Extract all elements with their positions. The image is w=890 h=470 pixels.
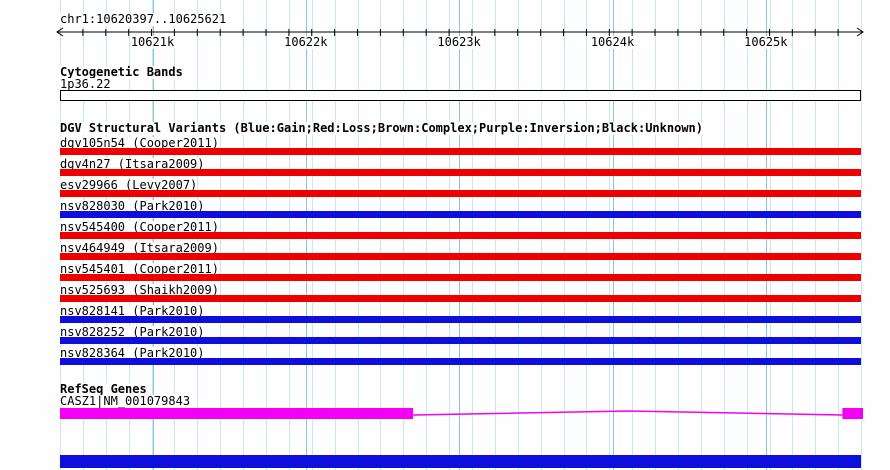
ruler-tick-label: 10625k	[743, 35, 789, 49]
variant-bar-gain[interactable]	[60, 358, 861, 365]
variant-bar-gain[interactable]	[60, 316, 861, 323]
variant-track-label: nsv828364 (Park2010)	[60, 346, 205, 360]
cytoband-rect[interactable]	[60, 90, 861, 101]
cytobands-section-title: Cytogenetic Bands	[60, 65, 183, 79]
variant-track-label: nsv828030 (Park2010)	[60, 199, 205, 213]
variant-track-label: nsv464949 (Itsara2009)	[60, 241, 219, 255]
ruler-tick-label: 10623k	[436, 35, 482, 49]
variant-track-label: nsv545401 (Cooper2011)	[60, 262, 219, 276]
ruler-tick-label: 10624k	[589, 35, 636, 49]
variant-track-label: nsv525693 (Shaikh2009)	[60, 283, 219, 297]
variant-track-label: esv29966 (Levy2007)	[60, 178, 198, 192]
gridline-minor	[861, 0, 862, 470]
gene-glyph-CASZ1[interactable]	[60, 408, 863, 419]
variant-track-label: nsv828141 (Park2010)	[60, 304, 205, 318]
variant-track-label: nsv828252 (Park2010)	[60, 325, 205, 339]
variant-bar-gain[interactable]	[60, 337, 861, 344]
dgv-section-title: DGV Structural Variants (Blue:Gain;Red:L…	[60, 121, 703, 135]
cytoband-label: 1p36.22	[60, 77, 111, 91]
region-label: chr1:10620397..10625621	[60, 12, 227, 26]
horizontal-scrollbar[interactable]	[60, 455, 861, 468]
variant-bar-loss[interactable]	[60, 253, 861, 260]
ruler-tick-label: 10621k	[129, 35, 176, 49]
variant-bar-loss[interactable]	[60, 190, 861, 197]
variant-bar-gain[interactable]	[60, 211, 861, 218]
variant-bar-loss[interactable]	[60, 232, 861, 239]
variant-track-label: dgv4n27 (Itsara2009)	[60, 157, 205, 171]
variant-bar-loss[interactable]	[60, 295, 861, 302]
variant-track-label: dgv105n54 (Cooper2011)	[60, 136, 219, 150]
variant-bar-loss[interactable]	[60, 148, 861, 155]
ruler-tick-label: 10622k	[283, 35, 329, 49]
variant-bar-loss[interactable]	[60, 274, 861, 281]
refseq-transcript-label: CASZ1|NM_001079843	[60, 394, 191, 408]
refseq-section-title: RefSeq Genes	[60, 382, 147, 396]
variant-track-label: nsv545400 (Cooper2011)	[60, 220, 219, 234]
variant-bar-loss[interactable]	[60, 169, 861, 176]
